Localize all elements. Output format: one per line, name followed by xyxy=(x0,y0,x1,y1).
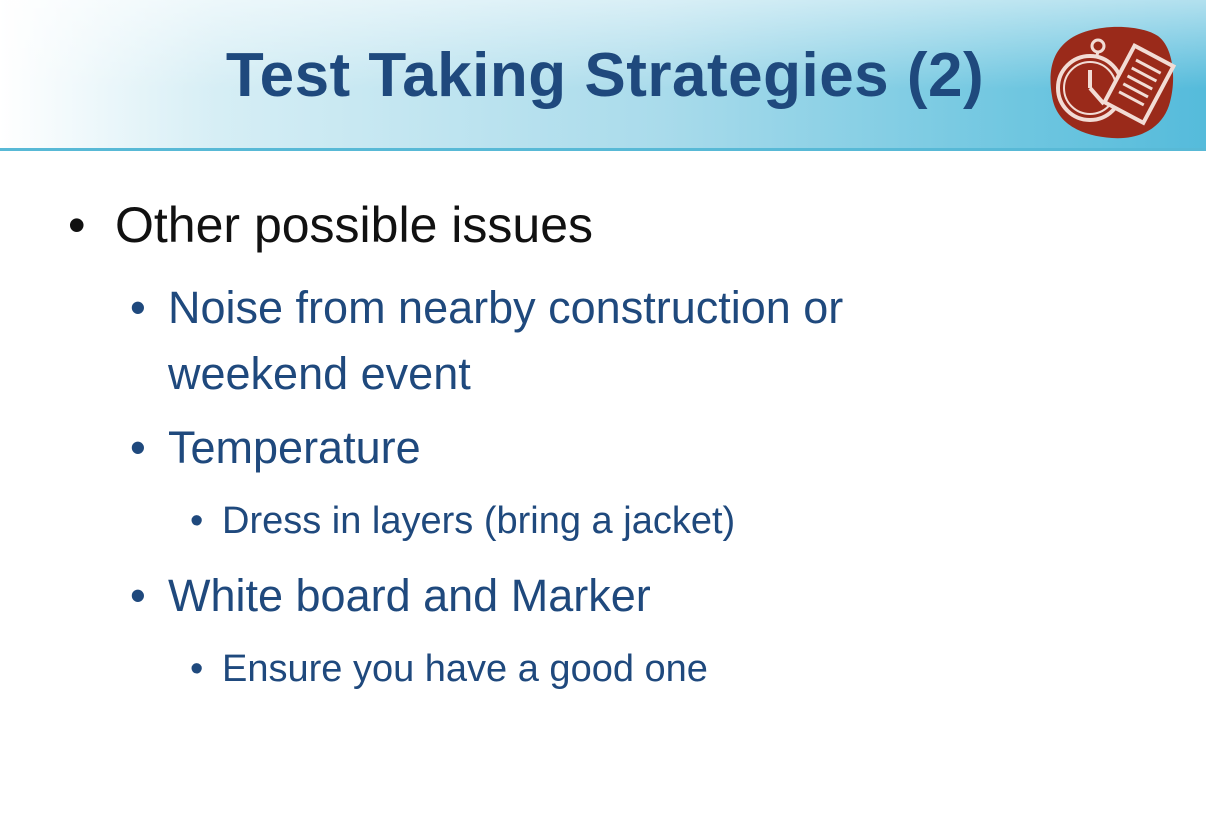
bullet-marker: • xyxy=(130,282,146,333)
bullet-text: Ensure you have a good one xyxy=(222,648,708,690)
stopwatch-document-icon xyxy=(1050,26,1176,139)
bullet-text: Other possible issues xyxy=(115,197,594,253)
bullet-text-line2: weekend event xyxy=(168,348,471,399)
bullet-text: White board and Marker xyxy=(168,570,651,621)
bullet-text: Dress in layers (bring a jacket) xyxy=(222,500,736,542)
bullet-marker: • xyxy=(130,570,146,621)
bullet-text: Temperature xyxy=(168,422,421,473)
bullet-marker: • xyxy=(68,197,86,253)
bullet-marker: • xyxy=(130,422,146,473)
bullet-marker: • xyxy=(190,500,204,542)
bullet-text-line1: Noise from nearby construction or xyxy=(168,282,844,333)
bullet-marker: • xyxy=(190,648,204,690)
slide-header: Test Taking Strategies (2) xyxy=(0,0,1206,151)
slide-title: Test Taking Strategies (2) xyxy=(225,41,985,110)
